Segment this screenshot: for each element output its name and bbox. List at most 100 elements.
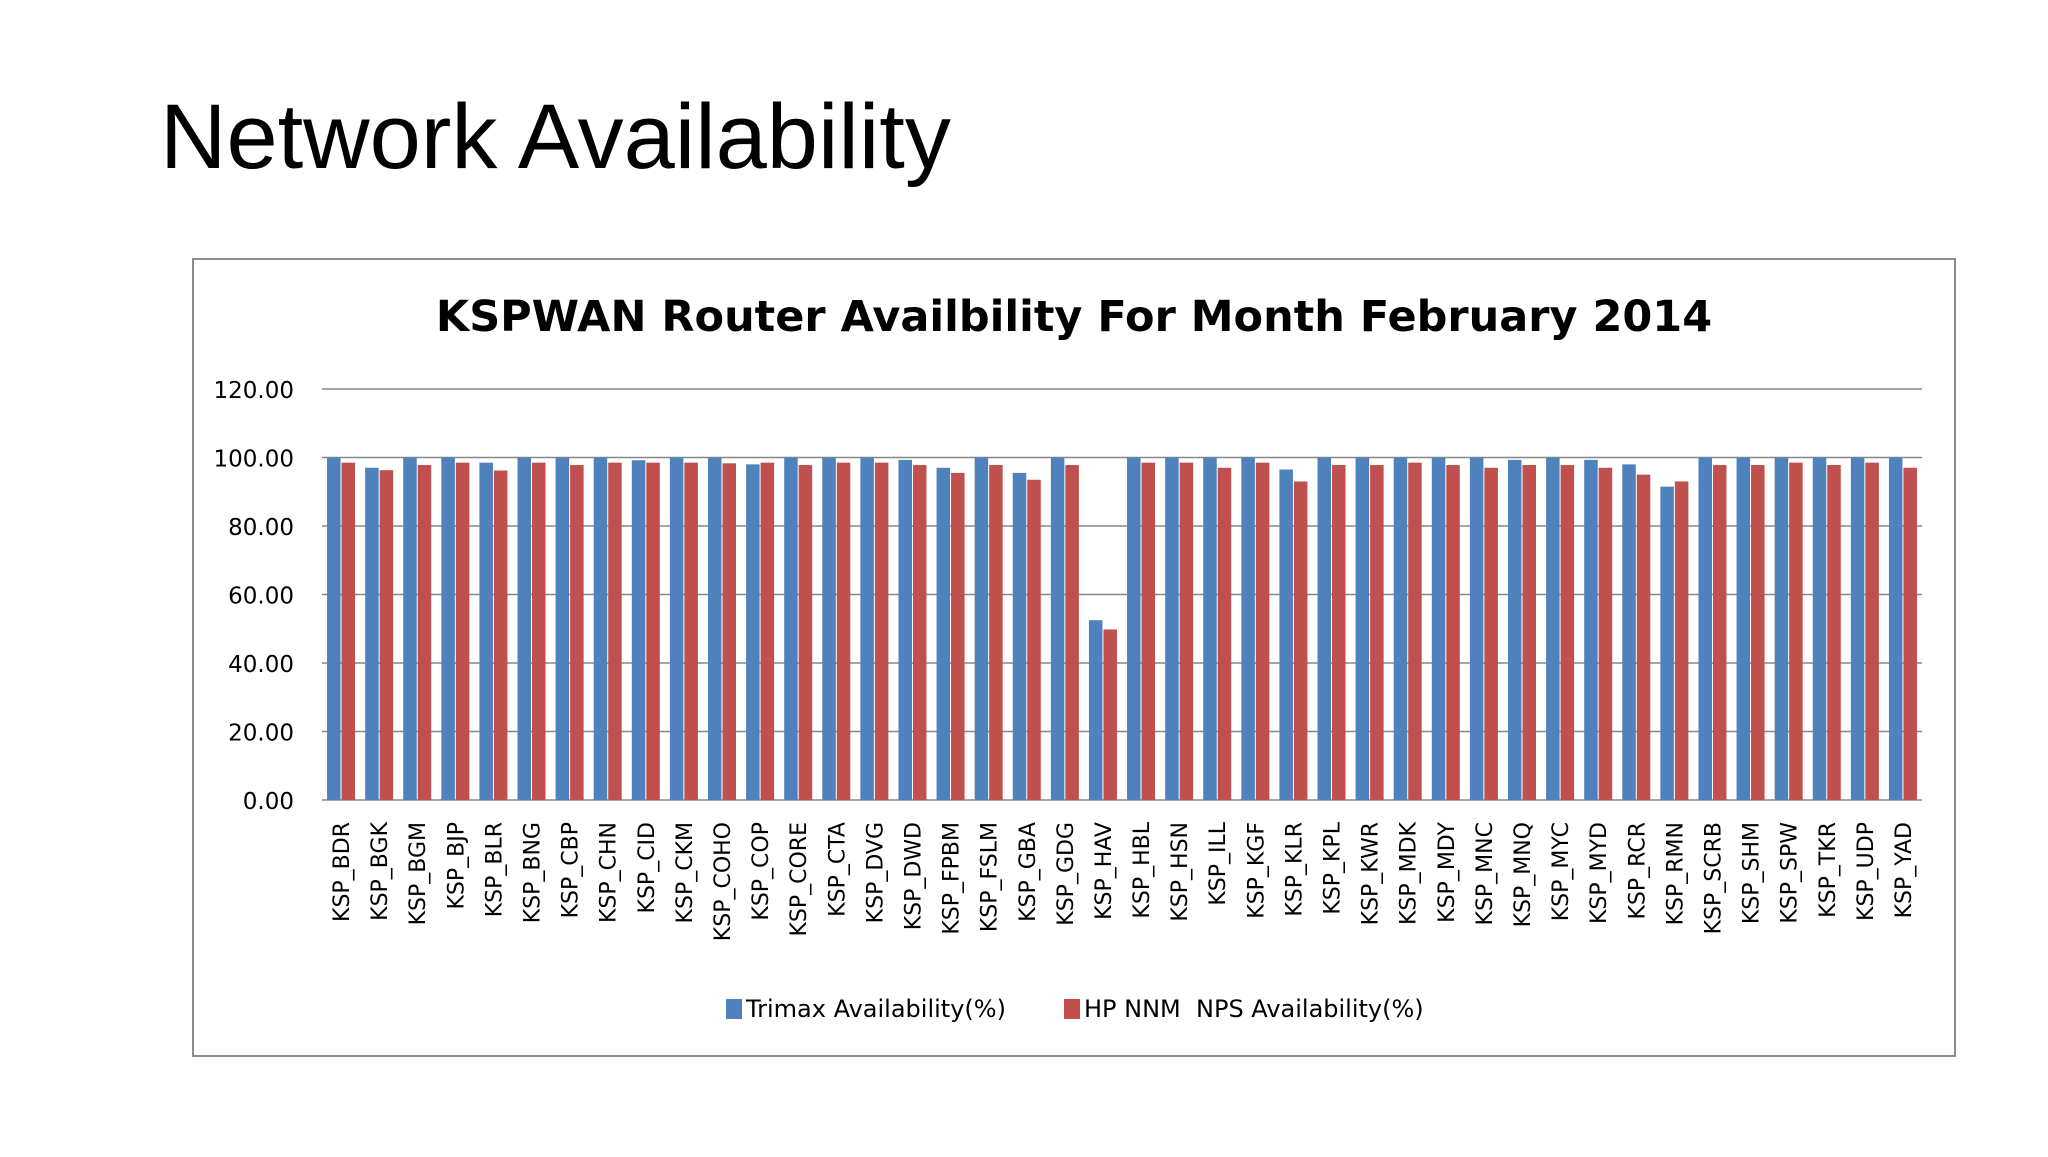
bar-hp-nnm-ksp-mdy <box>1446 465 1460 800</box>
x-tick-label: KSP_DVG <box>863 822 888 923</box>
bar-trimax-ksp-rmn <box>1660 486 1674 800</box>
bar-trimax-ksp-hsn <box>1165 457 1179 800</box>
bar-hp-nnm-ksp-cop <box>760 462 775 800</box>
bar-hp-nnm-ksp-klr <box>1293 481 1308 800</box>
bar-trimax-ksp-yad <box>1888 457 1903 800</box>
x-axis-ticks: KSP_BDR KSP_BGK KSP_BGM KSP_BJP KSP_BLR KSP_B… <box>330 821 1917 941</box>
bar-hp-nnm-ksp-gdg <box>1065 465 1079 800</box>
x-tick-label: KSP_CHN <box>597 822 622 923</box>
bar-hp-nnm-ksp-spw <box>1789 462 1803 800</box>
y-tick-label: 100.00 <box>214 447 294 473</box>
x-tick-label: KSP_YAD <box>1892 822 1917 918</box>
y-tick-label: 0.00 <box>243 789 294 815</box>
slide-title: Network Availability <box>160 86 951 188</box>
x-tick-label: KSP_KPL <box>1321 821 1346 914</box>
bars <box>327 457 1917 800</box>
y-tick-label: 60.00 <box>228 584 294 610</box>
x-tick-label: KSP_FPBM <box>940 822 965 935</box>
bar-hp-nnm-ksp-bdr <box>341 462 356 800</box>
bar-hp-nnm-ksp-shm <box>1751 465 1765 800</box>
x-tick-label: KSP_GDG <box>1054 822 1079 926</box>
bar-trimax-ksp-fpbm <box>936 467 951 800</box>
bar-trimax-ksp-spw <box>1774 457 1789 800</box>
bar-trimax-ksp-cid <box>631 460 646 800</box>
x-tick-label: KSP_GBA <box>1016 822 1041 922</box>
bar-hp-nnm-ksp-hsn <box>1179 462 1194 800</box>
bar-hp-nnm-ksp-kpl <box>1332 465 1346 800</box>
x-tick-label: KSP_MNQ <box>1511 822 1536 927</box>
bar-hp-nnm-ksp-kwr <box>1370 465 1384 800</box>
bar-trimax-ksp-dwd <box>898 459 912 800</box>
bar-hp-nnm-ksp-gba <box>1027 479 1041 800</box>
bar-trimax-ksp-dvg <box>860 457 874 800</box>
bar-trimax-ksp-core <box>784 457 798 800</box>
bar-hp-nnm-ksp-hav <box>1103 629 1117 800</box>
bar-trimax-ksp-blr <box>479 462 493 800</box>
bar-hp-nnm-ksp-rcr <box>1636 474 1651 800</box>
bar-trimax-ksp-klr <box>1279 469 1293 800</box>
bar-hp-nnm-ksp-bjp <box>455 462 470 800</box>
bar-trimax-ksp-bjp <box>441 457 455 800</box>
bar-hp-nnm-ksp-bgk <box>379 470 394 800</box>
bar-hp-nnm-ksp-coho <box>722 463 736 800</box>
x-tick-label: KSP_CTA <box>825 822 850 917</box>
bar-trimax-ksp-gdg <box>1050 457 1065 800</box>
bar-hp-nnm-ksp-udp <box>1865 462 1879 800</box>
bar-trimax-ksp-gba <box>1012 472 1027 800</box>
x-tick-label: KSP_MDY <box>1435 821 1460 922</box>
bar-trimax-ksp-chn <box>593 457 608 800</box>
x-tick-label: KSP_SHM <box>1740 822 1765 924</box>
x-tick-label: KSP_COHO <box>711 822 736 941</box>
bar-hp-nnm-ksp-dwd <box>912 465 927 800</box>
bar-trimax-ksp-shm <box>1736 457 1751 800</box>
x-tick-label: KSP_SCRB <box>1701 822 1726 934</box>
y-tick-label: 80.00 <box>228 515 294 541</box>
legend-label: Trimax Availability(%) <box>745 995 1006 1023</box>
bar-trimax-ksp-bgm <box>403 457 417 800</box>
bar-hp-nnm-ksp-mdk <box>1408 462 1422 800</box>
y-tick-label: 120.00 <box>214 378 294 404</box>
bar-hp-nnm-ksp-hbl <box>1141 462 1156 800</box>
x-tick-label: KSP_BGK <box>368 821 393 920</box>
y-tick-label: 20.00 <box>228 721 294 747</box>
x-tick-label: KSP_KGF <box>1244 822 1269 919</box>
bar-trimax-ksp-kwr <box>1355 457 1370 800</box>
bar-trimax-ksp-coho <box>708 457 722 800</box>
x-tick-label: KSP_DWD <box>901 822 926 930</box>
x-tick-label: KSP_KLR <box>1282 822 1307 917</box>
bar-trimax-ksp-rcr <box>1622 464 1636 800</box>
bar-hp-nnm-ksp-cid <box>646 462 660 800</box>
x-tick-label: KSP_BJP <box>444 822 469 910</box>
bar-hp-nnm-ksp-blr <box>493 470 508 800</box>
x-tick-label: KSP_KWR <box>1359 822 1384 925</box>
bar-trimax-ksp-udp <box>1850 457 1865 800</box>
bar-trimax-ksp-ill <box>1203 457 1217 800</box>
x-tick-label: KSP_FSLM <box>978 822 1003 932</box>
bar-trimax-ksp-kpl <box>1317 457 1332 800</box>
bar-trimax-ksp-fslm <box>974 457 989 800</box>
x-tick-label: KSP_BNG <box>521 822 546 923</box>
x-tick-label: KSP_ILL <box>1206 821 1231 905</box>
x-tick-label: KSP_RCR <box>1625 822 1650 920</box>
x-tick-label: KSP_UDP <box>1854 822 1879 921</box>
bar-trimax-ksp-scrb <box>1698 457 1712 800</box>
x-tick-label: KSP_HBL <box>1130 821 1155 918</box>
x-tick-label: KSP_CID <box>635 822 660 913</box>
bar-hp-nnm-ksp-cta <box>836 462 851 800</box>
x-tick-label: KSP_MDK <box>1397 821 1422 925</box>
legend: Trimax Availability(%) HP NNM NPS Availab… <box>726 995 1424 1023</box>
x-tick-label: KSP_TKR <box>1816 822 1841 918</box>
bar-hp-nnm-ksp-fslm <box>989 465 1003 800</box>
bar-trimax-ksp-hbl <box>1127 457 1141 800</box>
bar-hp-nnm-ksp-ill <box>1217 467 1232 800</box>
bar-hp-nnm-ksp-tkr <box>1827 465 1841 800</box>
bar-hp-nnm-ksp-bgm <box>417 465 432 800</box>
bar-trimax-ksp-bng <box>517 457 532 800</box>
x-tick-label: KSP_RMN <box>1663 822 1688 925</box>
bar-hp-nnm-ksp-cbp <box>570 465 584 800</box>
y-axis-ticks: 0.00 20.00 40.00 60.00 80.00 100.00 120.00 <box>214 378 294 815</box>
bar-hp-nnm-ksp-rmn <box>1674 481 1689 800</box>
bar-trimax-ksp-cop <box>746 464 760 800</box>
